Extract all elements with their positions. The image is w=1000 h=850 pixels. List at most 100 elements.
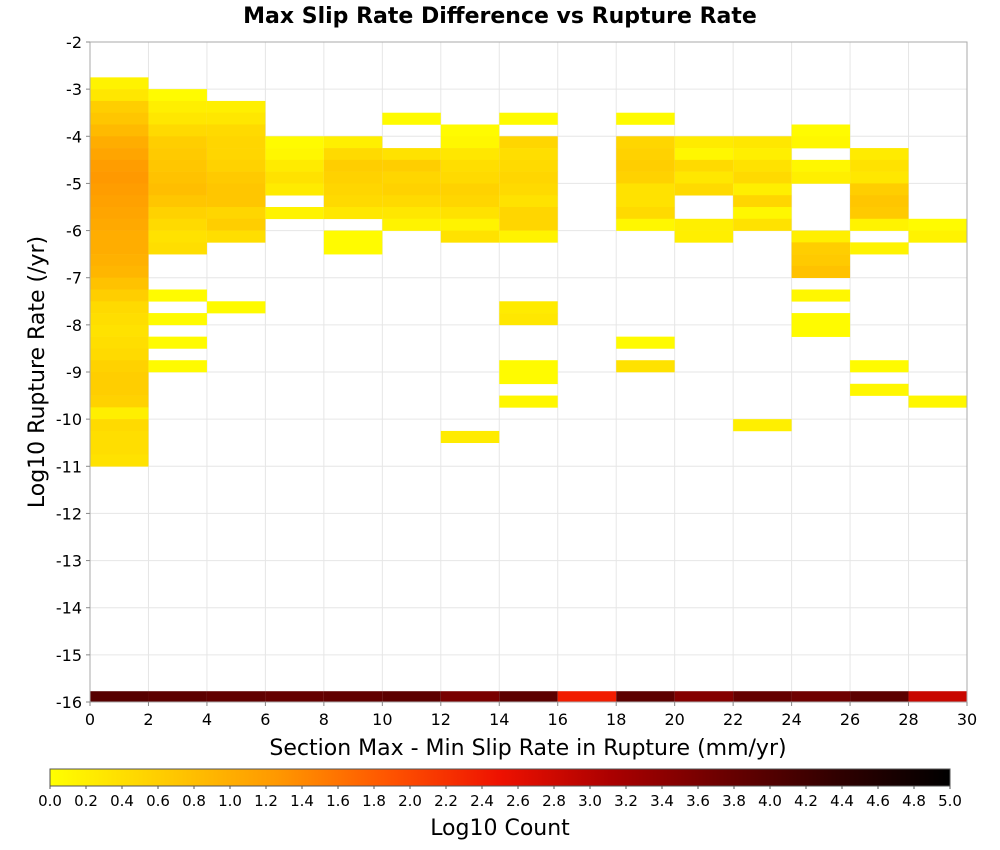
heatmap-cell	[791, 324, 851, 337]
heatmap-cell	[265, 691, 324, 702]
y-tick-label: -11	[56, 457, 82, 476]
colorbar-tick-label: 5.0	[938, 792, 962, 810]
heatmap-cell	[733, 171, 792, 184]
x-tick-label: 22	[723, 710, 743, 729]
heatmap-cell	[206, 195, 266, 208]
heatmap-cell	[440, 171, 500, 184]
x-tick-label: 10	[372, 710, 392, 729]
heatmap-cell	[148, 230, 207, 243]
heatmap-cell	[791, 313, 851, 326]
heatmap-cell	[206, 171, 266, 184]
colorbar-tick-label: 4.8	[902, 792, 926, 810]
heatmap-cell	[206, 301, 266, 314]
heatmap-cell	[499, 691, 558, 702]
heatmap-cell	[791, 124, 851, 137]
colorbar-tick-label: 1.6	[326, 792, 350, 810]
heatmap-cell	[733, 218, 792, 231]
colorbar-tick-label: 1.2	[254, 792, 278, 810]
heatmap-cell	[616, 136, 675, 149]
heatmap-cell	[791, 289, 851, 302]
heatmap-cell	[499, 195, 558, 208]
heatmap-cell	[440, 430, 500, 444]
heatmap-cell	[90, 230, 149, 243]
heatmap-cell	[791, 159, 851, 172]
heatmap-cell	[90, 148, 149, 161]
heatmap-cell	[850, 691, 909, 702]
heatmap-cell	[440, 218, 500, 231]
x-tick-label: 18	[606, 710, 626, 729]
y-axis-ticks: -2 -3 -4 -5 -6 -7 -8 -9 -10 -11 -12 -13 -14 -15 -16	[56, 33, 90, 712]
heatmap-cell	[499, 230, 558, 243]
heatmap-cell	[733, 207, 792, 220]
heatmap-cell	[90, 324, 149, 337]
heatmap-cell	[323, 195, 383, 208]
heatmap-cell	[499, 159, 558, 172]
heatmap-cell	[382, 148, 441, 161]
heatmap-cell	[90, 218, 149, 231]
heatmap-cell	[674, 183, 734, 196]
heatmap-cell	[90, 242, 149, 255]
heatmap-cell	[382, 218, 441, 231]
y-tick-label: -12	[56, 504, 82, 523]
heatmap-cell	[791, 691, 851, 702]
heatmap-cell	[90, 313, 149, 326]
heatmap-cell	[499, 112, 558, 125]
heatmap-cell	[323, 207, 383, 220]
heatmap-cell	[616, 159, 675, 172]
heatmap-cell	[791, 242, 851, 255]
heatmap-cell	[206, 183, 266, 196]
heatmap-cell	[733, 183, 792, 196]
heatmap-cell	[733, 136, 792, 149]
heatmap-cell	[382, 195, 441, 208]
heatmap-cell	[148, 218, 207, 231]
heatmap-cell	[440, 136, 500, 149]
heatmap-cell	[674, 148, 734, 161]
heatmap-cell	[499, 171, 558, 184]
heatmap-cell	[90, 348, 149, 361]
heatmap-cell	[733, 691, 792, 702]
heatmap-cell	[850, 148, 909, 161]
y-tick-label: -13	[56, 552, 82, 571]
heatmap-cell	[148, 100, 207, 114]
heatmap-cell	[148, 360, 207, 373]
heatmap-cell	[499, 372, 558, 385]
colorbar-tick-label: 4.2	[794, 792, 818, 810]
heatmap-cell	[148, 336, 207, 349]
heatmap-cell	[440, 230, 500, 243]
colorbar-tick-label: 0.4	[110, 792, 134, 810]
heatmap-cell	[616, 336, 675, 349]
heatmap-cell	[90, 336, 149, 349]
heatmap-cell	[499, 183, 558, 196]
heatmap-cell	[90, 360, 149, 373]
x-tick-label: 4	[202, 710, 212, 729]
heatmap-cell	[206, 230, 266, 243]
y-tick-label: -9	[66, 363, 82, 382]
heatmap-cell	[850, 218, 909, 231]
colorbar-ticks: 0.0 0.2 0.4 0.6 0.8 1.0 1.2 1.4 1.6 1.8 2.0 2.2 2.4 2…	[38, 786, 962, 810]
heatmap-cell	[616, 218, 675, 231]
heatmap-cell	[90, 77, 149, 90]
x-tick-label: 6	[260, 710, 270, 729]
heatmap-cell	[148, 289, 207, 302]
heatmap-cell	[791, 254, 851, 267]
heatmap-cell	[791, 265, 851, 279]
heatmap-cell	[499, 218, 558, 231]
y-tick-label: -4	[66, 127, 82, 146]
heatmap-cell	[148, 124, 207, 137]
heatmap-cell	[148, 171, 207, 184]
heatmap-cell	[148, 89, 207, 102]
heatmap-cell	[616, 171, 675, 184]
heatmap-cell	[791, 136, 851, 149]
colorbar-tick-label: 2.4	[470, 792, 494, 810]
heatmap-cell	[148, 159, 207, 172]
heatmap-cell	[90, 207, 149, 220]
heatmap-cell	[90, 407, 149, 420]
colorbar-tick-label: 3.4	[650, 792, 674, 810]
heatmap-cell	[791, 171, 851, 184]
heatmap-cell	[148, 112, 207, 125]
heatmap-cell	[265, 183, 324, 196]
colorbar-tick-label: 2.8	[542, 792, 566, 810]
colorbar-tick-label: 2.2	[434, 792, 458, 810]
heatmap-cell	[323, 171, 383, 184]
heatmap-cell	[440, 159, 500, 172]
